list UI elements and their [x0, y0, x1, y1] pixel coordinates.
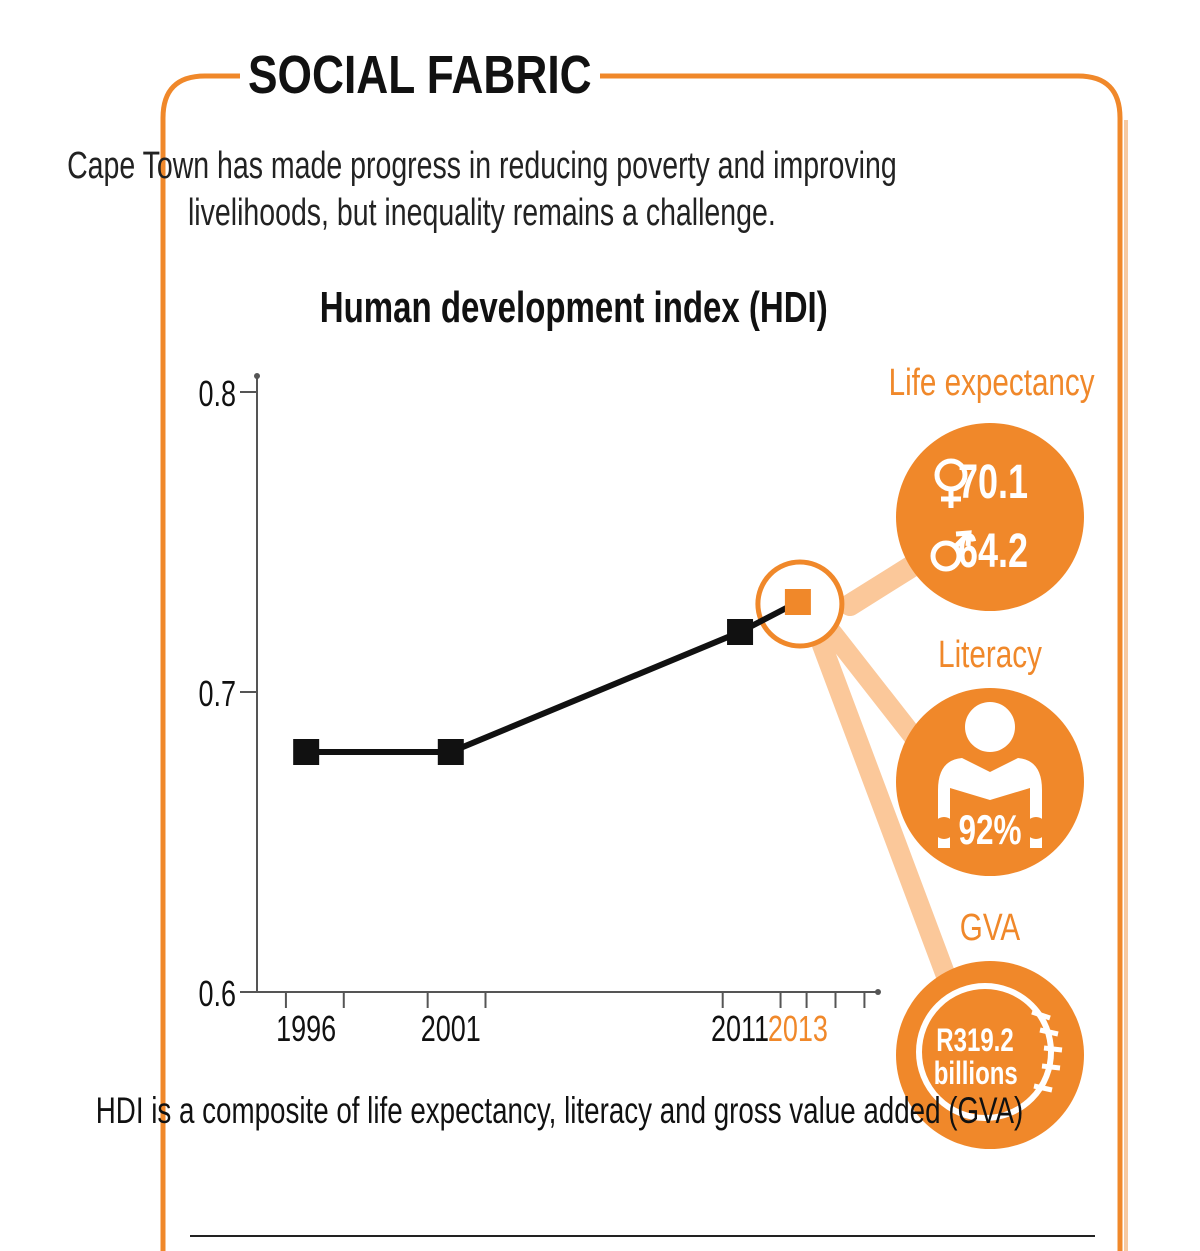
chart-title: Human development index (HDI) [319, 283, 828, 332]
section-title: SOCIAL FABRIC [248, 45, 592, 105]
data-point-1996 [293, 739, 320, 765]
panel-frame [160, 73, 1123, 1251]
data-point-2013 [784, 589, 811, 615]
gva-value-unit: billions [933, 1055, 1018, 1091]
x-tick-label-1996: 1996 [276, 1008, 336, 1049]
hdi-series-line [306, 599, 800, 755]
male-symbol-icon [930, 530, 972, 572]
y-tick-label: 0.8 [198, 373, 236, 414]
connector-gva [812, 635, 965, 1010]
female-symbol-icon [934, 458, 968, 508]
x-axis-end [875, 989, 881, 995]
male-life-expectancy-value: 64.2 [957, 525, 1029, 578]
x-tick-label-2011: 2011 [711, 1008, 769, 1049]
gva-value-amount: R319.2 [936, 1022, 1014, 1058]
footnote: HDI is a composite of life expectancy, l… [95, 1090, 1024, 1131]
data-point-2001 [437, 739, 464, 765]
y-tick-label: 0.7 [198, 673, 236, 714]
literacy-label: Literacy [938, 634, 1042, 676]
connector-literacy [820, 620, 930, 755]
x-tick-label-2013: 2013 [768, 1008, 828, 1049]
intro-text: Cape Town has made progress in reducing … [67, 145, 897, 234]
female-life-expectancy-value: 70.1 [957, 456, 1029, 509]
y-axis-end [254, 373, 260, 379]
literacy-value: 92% [958, 806, 1022, 853]
y-tick-label: 0.6 [198, 973, 236, 1014]
data-point-2011 [727, 619, 754, 645]
x-tick-label-2001: 2001 [421, 1008, 481, 1049]
reader-icon [933, 702, 1047, 848]
coin-icon [916, 983, 1063, 1121]
gva-label: GVA [959, 907, 1021, 949]
life-expectancy-circle [896, 423, 1084, 611]
axes [254, 373, 881, 995]
life-expectancy-label: Life expectancy [888, 362, 1095, 404]
